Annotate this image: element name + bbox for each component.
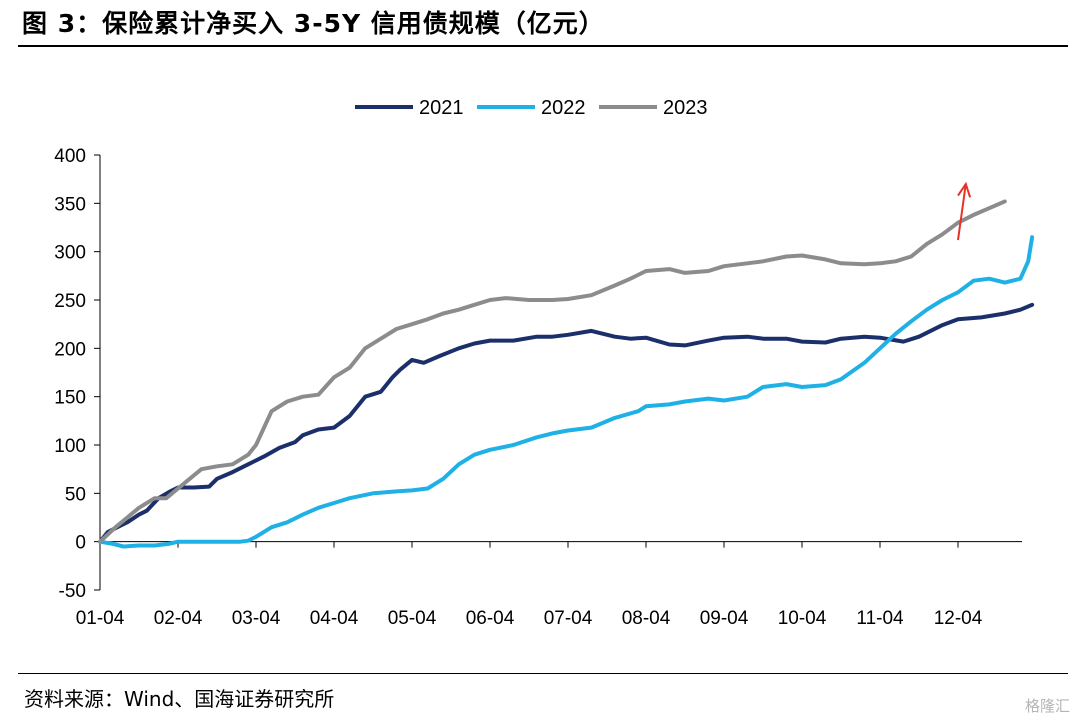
footer-rule (18, 673, 1068, 674)
y-tick-label: 350 (54, 194, 86, 215)
x-tick-label: 04-04 (310, 608, 359, 629)
x-tick-label: 02-04 (154, 608, 203, 629)
x-tick-label: 05-04 (388, 608, 437, 629)
series-line-2022 (98, 235, 1035, 549)
x-axis: 01-04 02-04 03-04 04-04 05-04 06-04 07-04 08-04… (76, 541, 1022, 629)
trend-arrow-shaft (957, 183, 967, 241)
series-line-2023 (98, 199, 1007, 544)
source-note: 资料来源：Wind、国海证券研究所 (24, 687, 335, 711)
x-tick-label: 08-04 (622, 608, 671, 629)
y-tick-label: 50 (65, 484, 86, 505)
x-tick-label: 09-04 (700, 608, 749, 629)
legend-label-2022: 2022 (541, 97, 586, 119)
legend-label-2021: 2021 (419, 97, 464, 119)
x-tick-label: 01-04 (76, 608, 125, 629)
legend: 2021 2022 2023 (355, 97, 708, 119)
y-axis: -50 0 50 100 150 200 250 300 350 400 (54, 146, 101, 602)
page-title: 图 3：保险累计净买入 3-5Y 信用债规模（亿元） (22, 9, 605, 38)
trend-arrow-head (957, 181, 972, 198)
y-tick-label: 250 (54, 291, 86, 312)
y-tick-label: 200 (54, 339, 86, 360)
x-tick-label: 03-04 (232, 608, 281, 629)
trend-annotation (957, 181, 972, 241)
title-rule (18, 45, 1068, 47)
x-tick-label: 06-04 (466, 608, 515, 629)
y-tick-label: -50 (59, 581, 86, 602)
x-tick-label: 11-04 (856, 608, 904, 629)
series-line-2021 (98, 302, 1035, 544)
legend-label-2023: 2023 (663, 97, 708, 119)
series-lines (98, 199, 1035, 549)
line-chart: 2021 2022 2023 -50 0 50 100 150 200 250 300 350 400… (54, 97, 1035, 629)
x-tick-label: 12-04 (934, 608, 983, 629)
y-tick-label: 400 (54, 146, 86, 167)
y-tick-label: 0 (75, 533, 86, 554)
x-tick-label: 07-04 (544, 608, 593, 629)
watermark: 格隆汇 (1024, 697, 1070, 715)
x-tick-label: 10-04 (778, 608, 827, 629)
y-tick-label: 100 (54, 436, 86, 457)
y-tick-label: 300 (54, 243, 86, 264)
y-tick-label: 150 (54, 388, 86, 409)
